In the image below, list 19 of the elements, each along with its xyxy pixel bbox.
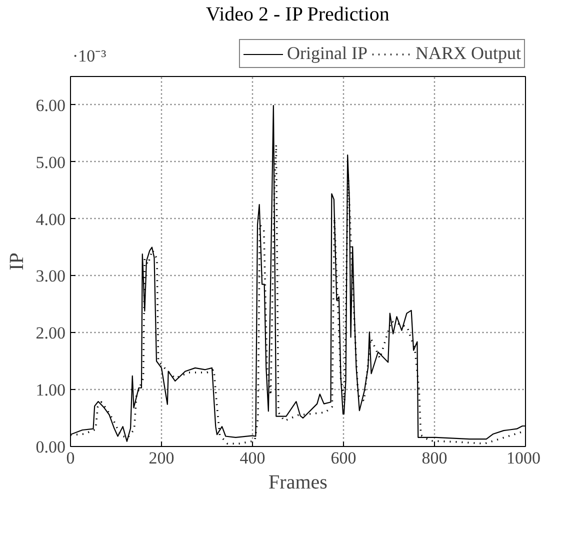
x-tick-label: 200 — [148, 448, 174, 468]
chart-title: Video 2 - IP Prediction — [206, 4, 390, 26]
x-tick-label: 800 — [422, 448, 448, 468]
x-tick-label: 1000 — [506, 448, 540, 468]
y-tick-label: 0.00 — [36, 438, 66, 456]
y-tick-label: 6.00 — [36, 96, 66, 115]
y-tick-label: 4.00 — [36, 210, 66, 229]
y-tick-label: 5.00 — [36, 152, 66, 172]
legend-label: Original IP — [286, 43, 368, 64]
text: ·10⁻³ — [72, 46, 106, 66]
y-tick-label: 2.00 — [36, 324, 66, 343]
x-tick-label: 0 — [66, 448, 75, 468]
y-tick-label: 1.00 — [36, 380, 66, 400]
legend-label: NARX Output — [415, 43, 521, 64]
x-tick-label: 400 — [240, 448, 266, 468]
y-tick-label: 3.00 — [36, 266, 66, 286]
y-axis-title: IP — [6, 252, 28, 270]
x-axis-title: Frames — [268, 472, 328, 494]
x-tick-label: 600 — [330, 448, 356, 468]
